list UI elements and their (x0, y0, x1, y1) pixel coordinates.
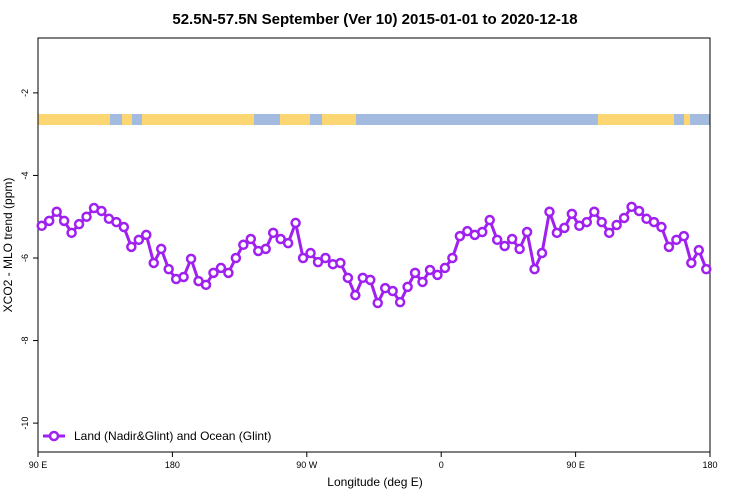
chart-title: 52.5N-57.5N September (Ver 10) 2015-01-0… (172, 11, 577, 28)
legend-marker (48, 430, 60, 442)
data-point (275, 233, 286, 245)
data-point (394, 296, 406, 308)
data-point (208, 267, 219, 279)
data-point (566, 208, 578, 220)
data-point (350, 289, 361, 301)
data-point (215, 262, 227, 274)
data-point (611, 219, 622, 231)
x-tick-label: 90 W (296, 460, 318, 470)
data-point (81, 211, 92, 222)
x-tick-label: 0 (439, 460, 444, 470)
data-point (484, 214, 495, 226)
data-point (133, 234, 145, 246)
data-point (417, 276, 428, 288)
data-point (424, 264, 436, 276)
data-point (656, 221, 667, 233)
data-point (73, 218, 85, 230)
data-point (447, 252, 458, 264)
data-point (66, 227, 77, 239)
data-point (238, 239, 249, 251)
data-point (51, 206, 62, 218)
data-point (163, 263, 174, 275)
data-point (544, 206, 555, 218)
data-point (596, 216, 607, 228)
data-point (342, 272, 354, 284)
data-point (402, 281, 413, 293)
x-axis-label: Longitude (deg E) (327, 475, 422, 489)
land-ocean-strip (38, 114, 710, 125)
data-point (185, 253, 197, 265)
data-point (499, 240, 510, 252)
data-point (536, 247, 548, 259)
data-point (141, 229, 152, 241)
data-point (618, 212, 630, 224)
data-point (260, 243, 271, 255)
data-point (521, 226, 533, 238)
data-point (126, 241, 137, 253)
data-point (701, 263, 712, 275)
data-point (559, 222, 570, 234)
data-point (678, 230, 690, 242)
data-point (491, 234, 503, 246)
y-tick-label: -4 (20, 171, 30, 179)
data-point (155, 243, 167, 255)
data-point (320, 252, 331, 264)
data-point (111, 216, 122, 228)
x-tick-label: 180 (165, 460, 180, 470)
y-tick-label: -2 (20, 89, 30, 97)
plot-frame (37, 37, 711, 453)
data-point (305, 247, 316, 259)
data-point (409, 267, 421, 279)
y-tick-label: -10 (20, 417, 30, 430)
data-point (118, 221, 130, 233)
y-tick-label: -6 (20, 254, 30, 262)
data-point (290, 217, 301, 229)
data-point (148, 257, 159, 269)
x-tick-label: 180 (702, 460, 717, 470)
data-point (454, 230, 466, 242)
data-point (335, 257, 346, 269)
data-point (439, 262, 451, 274)
data-point (529, 263, 540, 275)
data-point (178, 271, 189, 283)
data-point (663, 241, 675, 253)
data-point (589, 206, 600, 218)
data-point (506, 233, 518, 245)
data-point (245, 233, 257, 245)
data-point (365, 274, 376, 286)
data-point (200, 279, 212, 291)
legend-label: Land (Nadir&Glint) and Ocean (Glint) (74, 429, 271, 443)
data-point (514, 243, 525, 255)
data-point (43, 215, 55, 227)
data-point (633, 205, 645, 217)
data-point (551, 227, 563, 239)
y-tick-label: -8 (20, 337, 30, 345)
data-point (603, 227, 615, 239)
data-point (432, 269, 443, 281)
data-point (223, 267, 234, 279)
data-point (648, 216, 660, 228)
data-point (387, 285, 398, 297)
data-point (312, 256, 324, 268)
data-point (477, 226, 488, 238)
data-point (282, 237, 294, 249)
y-axis-label: XCO2 - MLO trend (ppm) (1, 178, 15, 313)
data-point (230, 252, 242, 264)
data-point (686, 257, 697, 269)
data-point (626, 201, 637, 213)
data-point (58, 215, 70, 227)
x-tick-label: 90 E (566, 460, 585, 470)
data-point (581, 216, 593, 228)
data-point (267, 227, 279, 239)
data-point (96, 205, 107, 217)
data-point (693, 244, 705, 256)
x-tick-label: 90 E (29, 460, 48, 470)
data-point (372, 297, 383, 309)
data-point (36, 220, 47, 232)
data-point (297, 252, 309, 264)
